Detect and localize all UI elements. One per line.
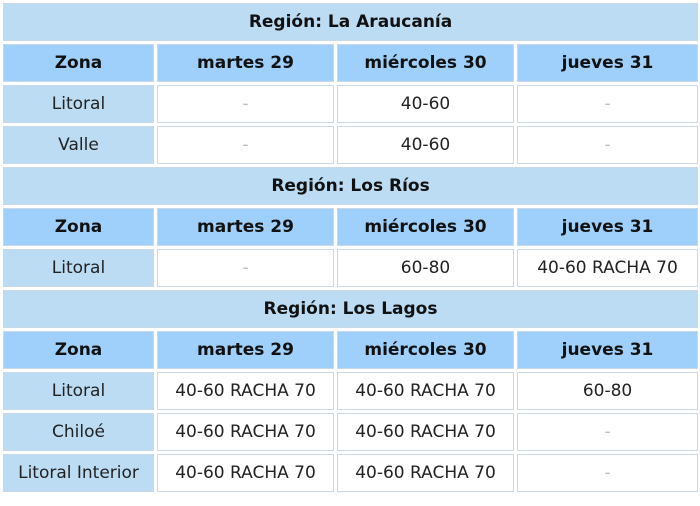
column-header-row: Zona martes 29 miércoles 30 jueves 31	[3, 44, 699, 82]
table-row: Litoral 40-60 RACHA 70 40-60 RACHA 70 60-80	[3, 372, 699, 410]
table-row: Litoral -40-60-	[3, 85, 699, 123]
region-title: Región: Los Lagos	[3, 290, 699, 328]
zone-cell: Litoral	[3, 85, 154, 123]
table-row: Litoral -60-80 40-60 RACHA 70	[3, 249, 699, 287]
wind-value-cell: -	[157, 126, 334, 164]
column-header-zona: Zona	[3, 44, 154, 82]
table-row: Litoral Interior 40-60 RACHA 70 40-60 RACH…	[3, 454, 699, 492]
wind-value-cell: 40-60 RACHA 70	[157, 413, 334, 451]
region-title: Región: Los Ríos	[3, 167, 699, 205]
wind-value-cell: -	[517, 126, 699, 164]
column-header-day: jueves 31	[517, 331, 699, 369]
wind-value-cell: 40-60 RACHA 70	[517, 249, 699, 287]
column-header-day: miércoles 30	[337, 208, 514, 246]
region-title-row: Región: Los Lagos	[3, 290, 699, 328]
column-header-day: miércoles 30	[337, 44, 514, 82]
wind-value-cell: 40-60 RACHA 70	[337, 454, 514, 492]
column-header-zona: Zona	[3, 208, 154, 246]
column-header-day: martes 29	[157, 331, 334, 369]
column-header-row: Zona martes 29 miércoles 30 jueves 31	[3, 208, 699, 246]
column-header-day: martes 29	[157, 44, 334, 82]
zone-cell: Valle	[3, 126, 154, 164]
wind-value-cell: 40-60 RACHA 70	[337, 372, 514, 410]
zone-cell: Litoral	[3, 372, 154, 410]
wind-forecast-table: Región: La Araucanía Zona martes 29 miércol…	[3, 3, 699, 492]
wind-value-cell: 40-60 RACHA 70	[157, 454, 334, 492]
zone-cell: Litoral Interior	[3, 454, 154, 492]
wind-value-cell: -	[517, 413, 699, 451]
region-title-row: Región: Los Ríos	[3, 167, 699, 205]
region-title-row: Región: La Araucanía	[3, 3, 699, 41]
wind-value-cell: -	[517, 85, 699, 123]
table-row: Chiloé 40-60 RACHA 70 40-60 RACHA 70-	[3, 413, 699, 451]
column-header-day: martes 29	[157, 208, 334, 246]
column-header-day: jueves 31	[517, 44, 699, 82]
wind-value-cell: -	[157, 249, 334, 287]
wind-value-cell: 40-60	[337, 85, 514, 123]
column-header-zona: Zona	[3, 331, 154, 369]
table-row: Valle -40-60-	[3, 126, 699, 164]
column-header-row: Zona martes 29 miércoles 30 jueves 31	[3, 331, 699, 369]
column-header-day: jueves 31	[517, 208, 699, 246]
zone-cell: Chiloé	[3, 413, 154, 451]
wind-value-cell: 40-60	[337, 126, 514, 164]
wind-value-cell: -	[517, 454, 699, 492]
zone-cell: Litoral	[3, 249, 154, 287]
wind-value-cell: 40-60 RACHA 70	[337, 413, 514, 451]
wind-value-cell: 60-80	[337, 249, 514, 287]
wind-value-cell: 40-60 RACHA 70	[157, 372, 334, 410]
wind-value-cell: 60-80	[517, 372, 699, 410]
region-title: Región: La Araucanía	[3, 3, 699, 41]
wind-value-cell: -	[157, 85, 334, 123]
forecast-table-body: Región: La Araucanía Zona martes 29 miércol…	[3, 3, 699, 492]
column-header-day: miércoles 30	[337, 331, 514, 369]
